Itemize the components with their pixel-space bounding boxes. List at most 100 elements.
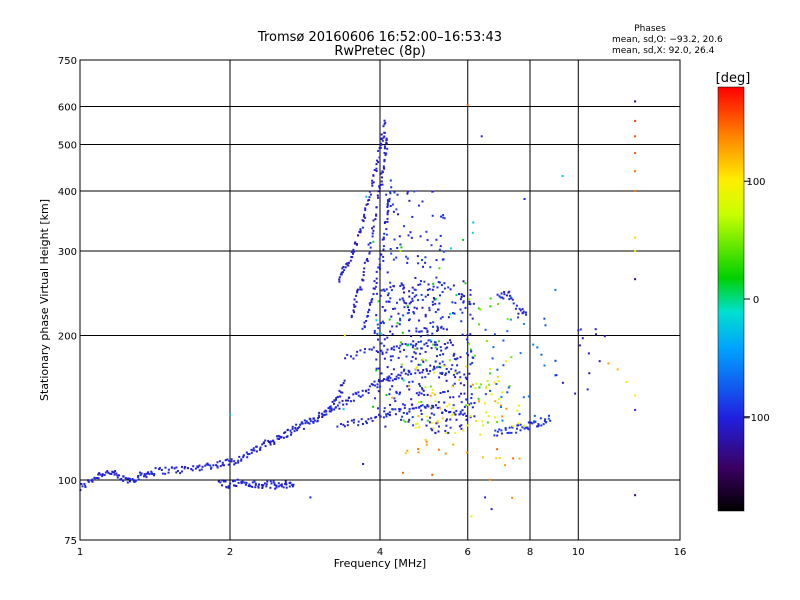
data-point [423, 280, 426, 283]
data-point [229, 482, 232, 485]
data-point [441, 412, 444, 414]
data-point [338, 407, 341, 410]
data-point [504, 427, 507, 429]
data-point [357, 420, 360, 423]
data-point [99, 473, 102, 476]
data-point [402, 412, 405, 414]
data-point [433, 393, 436, 396]
data-point [465, 378, 468, 381]
data-point [496, 430, 499, 433]
data-point [466, 424, 469, 427]
y-tick-label: 75 [64, 536, 77, 547]
data-point [385, 413, 388, 416]
data-point [414, 372, 417, 375]
data-point [408, 410, 411, 413]
data-point [431, 288, 434, 291]
data-point [422, 389, 425, 392]
data-point [192, 465, 195, 468]
data-point [352, 393, 355, 396]
data-point [367, 243, 370, 246]
data-point [439, 294, 441, 297]
data-point [385, 139, 388, 141]
data-point [126, 477, 129, 480]
data-point [411, 407, 414, 410]
data-point [377, 390, 380, 393]
data-point [377, 367, 380, 370]
data-point [415, 330, 418, 333]
data-point [452, 284, 455, 287]
data-point [418, 319, 420, 322]
data-point [426, 393, 429, 396]
data-point [417, 283, 420, 286]
data-point [396, 247, 399, 249]
data-point [291, 427, 294, 430]
data-point [307, 421, 310, 424]
data-point [285, 483, 288, 486]
data-point [478, 323, 480, 326]
data-point [598, 360, 601, 363]
data-point [367, 418, 370, 421]
data-point [382, 136, 385, 139]
data-point [417, 394, 420, 397]
data-point [370, 417, 373, 420]
data-point [441, 291, 444, 293]
data-point [210, 466, 213, 469]
data-point [427, 293, 429, 296]
data-point [448, 411, 450, 414]
data-point [411, 416, 414, 419]
data-point [322, 414, 325, 417]
data-point [385, 378, 388, 381]
data-point [298, 426, 301, 429]
data-point [277, 482, 280, 485]
data-point [427, 372, 430, 375]
data-point [516, 427, 518, 430]
data-point [254, 482, 257, 485]
data-point [424, 256, 427, 259]
data-point [440, 215, 443, 218]
data-point [380, 289, 383, 292]
data-point [120, 477, 123, 480]
data-point [368, 302, 371, 305]
data-point [410, 236, 413, 239]
data-point [452, 373, 455, 376]
data-point [367, 391, 370, 394]
data-point [158, 467, 161, 470]
data-point [97, 477, 100, 480]
data-point [442, 216, 445, 219]
data-point [379, 415, 382, 418]
data-point [442, 327, 445, 330]
data-point [383, 357, 386, 360]
data-point [391, 325, 394, 328]
data-point [388, 375, 391, 378]
data-point [329, 405, 332, 408]
data-point [272, 480, 275, 483]
data-point [386, 213, 389, 216]
data-point [401, 343, 404, 346]
data-point [246, 456, 249, 459]
data-point [118, 474, 120, 477]
data-point [106, 470, 109, 473]
data-point [462, 413, 465, 416]
data-point [515, 304, 518, 307]
data-point [399, 243, 402, 246]
data-point [389, 179, 392, 182]
data-point [412, 344, 415, 347]
data-point [500, 429, 503, 432]
data-point [273, 443, 276, 445]
data-point [438, 302, 441, 305]
data-point [386, 211, 389, 214]
data-point [379, 142, 382, 145]
data-point [469, 363, 472, 366]
data-point [436, 365, 439, 368]
data-point [179, 472, 182, 475]
data-point [359, 288, 362, 291]
data-point [407, 344, 410, 347]
data-point [262, 442, 265, 445]
data-point [233, 484, 235, 487]
data-point [389, 248, 392, 250]
data-point [335, 398, 337, 401]
data-point [375, 170, 378, 172]
data-point [445, 424, 448, 427]
data-point [101, 475, 104, 478]
data-point [436, 419, 439, 422]
